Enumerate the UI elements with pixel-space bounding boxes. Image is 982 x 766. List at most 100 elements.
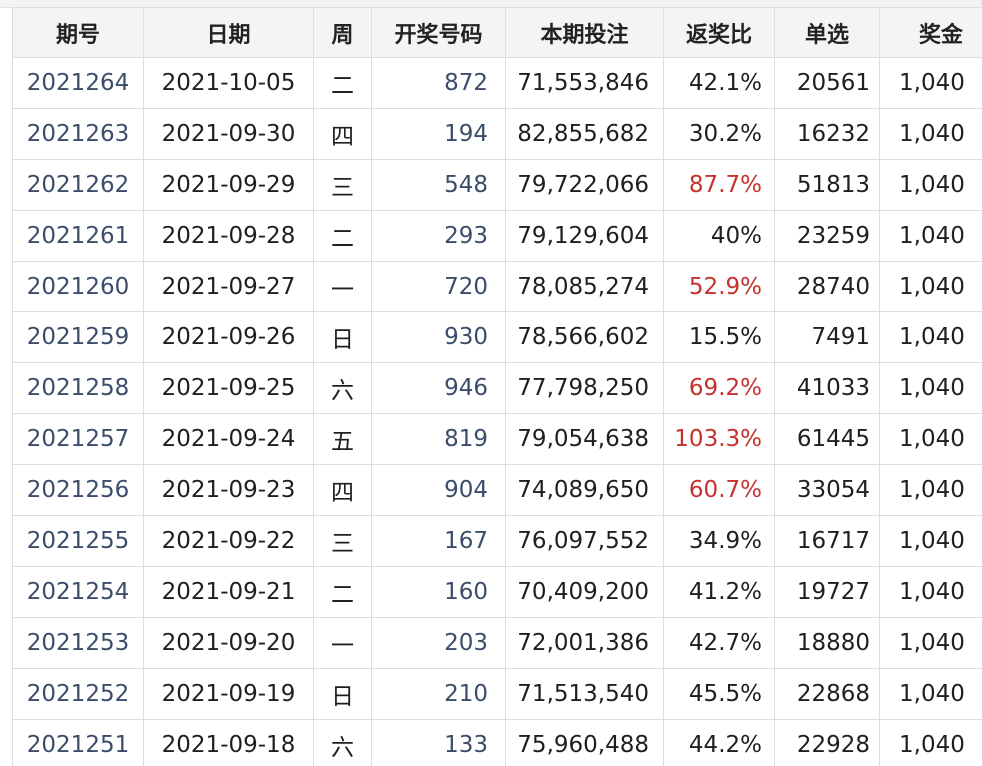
single-winners-cell: 22928 [774, 718, 880, 766]
date-cell: 2021-09-26 [143, 311, 314, 364]
date-cell: 2021-09-29 [143, 158, 314, 211]
prize-amount-cell: 1,040 [879, 616, 982, 669]
weekday-cell: 二 [313, 209, 372, 262]
prize-amount-cell: 1,040 [879, 158, 982, 211]
date-cell: 2021-10-05 [143, 57, 314, 109]
issue-link[interactable]: 2021260 [12, 260, 144, 313]
table-row: 2021257 2021-09-24 五 819 79,054,638 103.3% 614… [12, 413, 982, 466]
issue-link[interactable]: 2021262 [12, 158, 144, 211]
winning-number-link[interactable]: 930 [371, 311, 506, 364]
bet-amount-cell: 78,085,274 [505, 260, 664, 313]
payout-ratio-cell: 69.2% [663, 362, 775, 415]
issue-link[interactable]: 2021263 [12, 107, 144, 160]
bet-amount-cell: 71,553,846 [505, 57, 664, 109]
single-winners-cell: 16717 [774, 515, 880, 567]
winning-number-link[interactable]: 548 [371, 158, 506, 211]
single-winners-cell: 16232 [774, 107, 880, 160]
weekday-cell: 四 [313, 464, 372, 517]
issue-link[interactable]: 2021258 [12, 362, 144, 415]
issue-link[interactable]: 2021254 [12, 565, 144, 618]
date-cell: 2021-09-22 [143, 515, 314, 567]
table-row: 2021252 2021-09-19 日 210 71,513,540 45.5% 2286… [12, 667, 982, 720]
issue-link[interactable]: 2021255 [12, 515, 144, 567]
weekday-cell: 二 [313, 57, 372, 109]
date-cell: 2021-09-25 [143, 362, 314, 415]
table-row: 2021256 2021-09-23 四 904 74,089,650 60.7% 3305… [12, 464, 982, 517]
bet-amount-cell: 75,960,488 [505, 718, 664, 766]
date-cell: 2021-09-28 [143, 209, 314, 262]
winning-number-link[interactable]: 819 [371, 413, 506, 466]
date-cell: 2021-09-27 [143, 260, 314, 313]
table-row: 2021263 2021-09-30 四 194 82,855,682 30.2% 1623… [12, 107, 982, 160]
winning-number-link[interactable]: 203 [371, 616, 506, 669]
single-winners-cell: 19727 [774, 565, 880, 618]
single-winners-cell: 41033 [774, 362, 880, 415]
date-cell: 2021-09-30 [143, 107, 314, 160]
payout-ratio-cell: 41.2% [663, 565, 775, 618]
single-winners-cell: 18880 [774, 616, 880, 669]
table-body: 2021264 2021-10-05 二 872 71,553,846 42.1% 2056… [12, 57, 982, 766]
winning-number-link[interactable]: 293 [371, 209, 506, 262]
date-cell: 2021-09-24 [143, 413, 314, 466]
table-row: 2021255 2021-09-22 三 167 76,097,552 34.9% 1671… [12, 515, 982, 567]
prize-amount-cell: 1,040 [879, 260, 982, 313]
bet-amount-cell: 82,855,682 [505, 107, 664, 160]
payout-ratio-cell: 87.7% [663, 158, 775, 211]
lottery-results-table: 期号 日期 周 开奖号码 本期投注 返奖比 单选 奖金 2021264 2021-… [12, 7, 982, 766]
table-row: 2021258 2021-09-25 六 946 77,798,250 69.2% 4103… [12, 362, 982, 415]
prize-amount-cell: 1,040 [879, 718, 982, 766]
prize-amount-cell: 1,040 [879, 209, 982, 262]
payout-ratio-cell: 103.3% [663, 413, 775, 466]
issue-link[interactable]: 2021251 [12, 718, 144, 766]
issue-link[interactable]: 2021253 [12, 616, 144, 669]
header-week: 周 [313, 7, 372, 58]
header-date: 日期 [143, 7, 314, 58]
winning-number-link[interactable]: 167 [371, 515, 506, 567]
single-winners-cell: 22868 [774, 667, 880, 720]
prize-amount-cell: 1,040 [879, 107, 982, 160]
table-row: 2021251 2021-09-18 六 133 75,960,488 44.2% 2292… [12, 718, 982, 766]
table-row: 2021253 2021-09-20 一 203 72,001,386 42.7% 1888… [12, 616, 982, 669]
bet-amount-cell: 79,054,638 [505, 413, 664, 466]
winning-number-link[interactable]: 904 [371, 464, 506, 517]
bet-amount-cell: 79,722,066 [505, 158, 664, 211]
date-cell: 2021-09-23 [143, 464, 314, 517]
weekday-cell: 日 [313, 311, 372, 364]
winning-number-link[interactable]: 946 [371, 362, 506, 415]
single-winners-cell: 61445 [774, 413, 880, 466]
payout-ratio-cell: 30.2% [663, 107, 775, 160]
issue-link[interactable]: 2021256 [12, 464, 144, 517]
payout-ratio-cell: 52.9% [663, 260, 775, 313]
single-winners-cell: 51813 [774, 158, 880, 211]
winning-number-link[interactable]: 194 [371, 107, 506, 160]
winning-number-link[interactable]: 210 [371, 667, 506, 720]
payout-ratio-cell: 34.9% [663, 515, 775, 567]
winning-number-link[interactable]: 160 [371, 565, 506, 618]
winning-number-link[interactable]: 872 [371, 57, 506, 109]
payout-ratio-cell: 40% [663, 209, 775, 262]
date-cell: 2021-09-18 [143, 718, 314, 766]
issue-link[interactable]: 2021257 [12, 413, 144, 466]
winning-number-link[interactable]: 133 [371, 718, 506, 766]
date-cell: 2021-09-21 [143, 565, 314, 618]
issue-link[interactable]: 2021252 [12, 667, 144, 720]
bet-amount-cell: 72,001,386 [505, 616, 664, 669]
header-row: 期号 日期 周 开奖号码 本期投注 返奖比 单选 奖金 [12, 7, 982, 58]
prize-amount-cell: 1,040 [879, 565, 982, 618]
weekday-cell: 一 [313, 616, 372, 669]
issue-link[interactable]: 2021261 [12, 209, 144, 262]
payout-ratio-cell: 44.2% [663, 718, 775, 766]
weekday-cell: 三 [313, 158, 372, 211]
prize-amount-cell: 1,040 [879, 515, 982, 567]
table-header: 期号 日期 周 开奖号码 本期投注 返奖比 单选 奖金 [12, 7, 982, 58]
prize-amount-cell: 1,040 [879, 362, 982, 415]
single-winners-cell: 7491 [774, 311, 880, 364]
winning-number-link[interactable]: 720 [371, 260, 506, 313]
issue-link[interactable]: 2021259 [12, 311, 144, 364]
issue-link[interactable]: 2021264 [12, 57, 144, 109]
prize-amount-cell: 1,040 [879, 667, 982, 720]
header-ratio: 返奖比 [663, 7, 775, 58]
prize-amount-cell: 1,040 [879, 57, 982, 109]
date-cell: 2021-09-20 [143, 616, 314, 669]
weekday-cell: 二 [313, 565, 372, 618]
